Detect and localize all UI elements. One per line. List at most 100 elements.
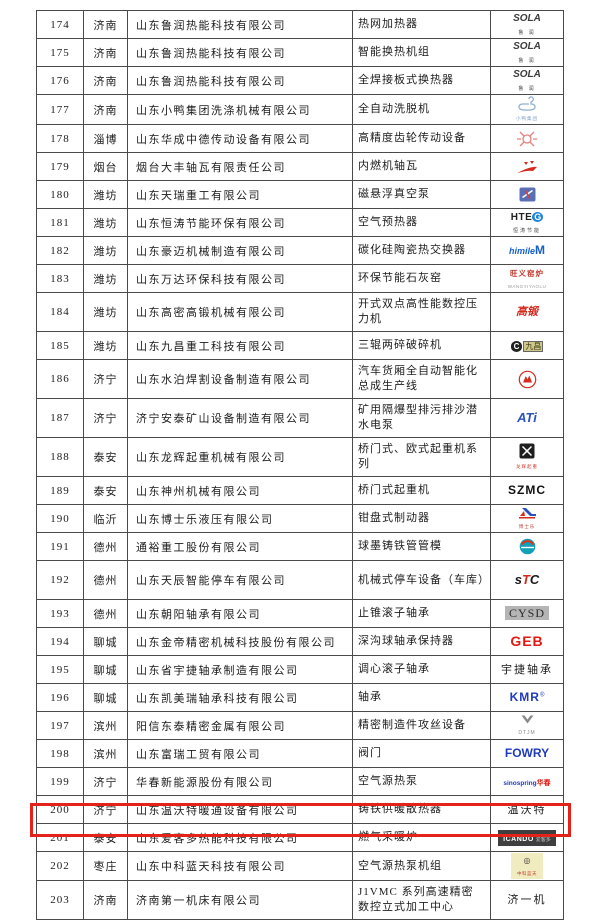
cell-brand-logo: SOLA 鲁 润 [490,38,564,67]
cell-brand-logo: ICANDO 爱客多 [490,823,564,853]
cell-number: 191 [36,532,84,562]
cell-city: 淄博 [83,124,128,154]
table-row: 190 临沂 山东博士乐液压有限公司 钳盘式制动器 博士乐 [36,504,564,534]
table-row: 192 德州 山东天辰智能停车有限公司 机械式停车设备（车库） sTC [36,560,564,601]
brand-logo: 旺义窑炉 WANGYIYAOLU [508,267,547,291]
brand-logo: CYSD [504,606,549,620]
table-row: 199 济宁 华春新能源股份有限公司 空气源热泵 sinospring华春 [36,767,564,797]
brand-logo-text: WANGYIYAOLU [507,283,547,289]
cell-product-name: 三辊两碎破碎机 [352,331,491,361]
brand-logo-text: 博士乐 [518,523,536,529]
cell-number: 194 [36,627,84,657]
table-row: 203 济南 济南第一机床有限公司 J1VMC 系列高速精密数控立式加工中心 济一机 [36,880,564,920]
cell-city: 济宁 [83,767,128,797]
brand-logo-text: 旺义窑炉 [509,268,544,278]
cell-product-name: 钳盘式制动器 [352,504,491,534]
brand-logo-text-line: 温沃特 [508,804,547,816]
brand-logo-text: FOWRY [504,746,550,760]
brand-logo-text-line: ATi [517,410,537,425]
table-row: 183 潍坊 山东万达环保科技有限公司 环保节能石灰窑 旺义窑炉 WANGYIYAOLU [36,264,564,294]
brand-logo-text: 高锻 [516,306,538,319]
brand-logo-text: CYSD [504,606,549,620]
cell-city: 烟台 [83,152,128,182]
brand-logo-text: 华春 [536,778,551,787]
cell-city: 临沂 [83,504,128,534]
cell-company-name: 山东朝阳轴承有限公司 [127,599,353,629]
cell-product-name: 桥门式起重机 [352,476,491,506]
table-row: 196 聊城 山东凯美瑞轴承科技有限公司 轴承 KMR® [36,683,564,713]
brand-logo [518,370,537,389]
cell-brand-logo: DTJM [490,711,564,741]
brand-logo-text: 温沃特 [507,803,547,816]
cell-product-name: 铸铁供暖散热器 [352,795,491,825]
cell-product-name: 空气源热泵机组 [352,851,491,882]
cell-company-name: 山东天瑞重工有限公司 [127,180,353,210]
cell-product-name: 空气源热泵 [352,767,491,797]
table-row: 180 潍坊 山东天瑞重工有限公司 磁悬浮真空泵 [36,180,564,210]
brand-logo-text: DTJM [518,730,536,737]
cell-city: 济南 [83,66,128,95]
table-row: 194 聊城 山东金帝精密机械科技股份有限公司 深沟球轴承保持器 GEB [36,627,564,657]
brand-logo-text-line: KMR® [510,690,545,704]
cell-number: 202 [36,851,84,882]
cell-brand-logo: ATi [490,398,564,439]
cell-number: 179 [36,152,84,182]
cell-brand-logo: SOLA 鲁 润 [490,10,564,39]
cell-brand-logo: 龙辉起重 [490,437,564,478]
cell-brand-logo: CYSD [490,599,564,629]
cell-brand-logo: himileM [490,236,564,266]
cell-product-name: 燃气采暖炉 [352,823,491,853]
brand-logo: sinospring华春 [503,776,550,788]
brand-logo-text: SOLA [513,69,541,81]
scanned-catalog-page: 174 济南 山东鲁润热能科技有限公司 热网加热器 SOLA 鲁 润 175 济南 山东鲁润热能… [0,10,600,920]
brand-logo-text-line: sinospring华春 [503,776,550,788]
cell-company-name: 山东小鸭集团洗涤机械有限公司 [127,93,353,126]
brand-logo-text: ® [539,692,545,699]
brand-logo-text-line: DTJM [518,725,535,737]
brand-logo: SOLA 鲁 润 [513,40,541,64]
brand-logo-text-line: SOLA [513,12,541,24]
cell-brand-logo: 高锻 [490,292,564,333]
cell-city: 潍坊 [83,208,128,238]
cell-brand-logo: 济一机 [490,880,564,920]
cell-number: 192 [36,560,84,601]
cell-city: 滨州 [83,711,128,741]
cell-product-name: 深沟球轴承保持器 [352,627,491,657]
brand-logo: ATi [517,410,537,425]
cell-company-name: 山东鲁润热能科技有限公司 [127,38,353,67]
brand-logo-text-line: 旺义窑炉 [508,267,547,279]
cell-product-name: 环保节能石灰窑 [352,264,491,294]
cell-number: 185 [36,331,84,361]
table-row: 195 聊城 山东省宇捷轴承制造有限公司 调心滚子轴承 宇捷轴承 [36,655,564,685]
boshile-swoosh-icon [516,506,538,518]
brand-logo-text: 小鸭集团 [516,116,538,121]
cell-number: 175 [36,38,84,67]
tongyu-globe-icon [519,538,536,555]
cell-product-name: 调心滚子轴承 [352,655,491,685]
company-catalog-table: 174 济南 山东鲁润热能科技有限公司 热网加热器 SOLA 鲁 润 175 济南 山东鲁润热能… [36,10,564,920]
cell-city: 泰安 [83,476,128,506]
cell-city: 潍坊 [83,180,128,210]
table-row: 186 济宁 山东水泊焊割设备制造有限公司 汽车货厢全自动智能化总成生产线 [36,359,564,400]
brand-logo-text-line: 博士乐 [516,519,538,531]
brand-logo-text: 鲁 润 [518,86,536,92]
brand-logo: 高锻 [516,306,538,318]
brand-logo-text: 恒涛节能 [512,228,541,234]
cell-brand-logo: FOWRY [490,739,564,769]
brand-logo-text: 中科蓝天 [517,871,537,877]
table-row: 187 济宁 济宁安泰矿山设备制造有限公司 矿用隔爆型排污排沙潜水电泵 ATi [36,398,564,439]
duck-icon [515,96,539,111]
brand-logo-text-line: WANGYIYAOLU [508,279,547,291]
cell-city: 滨州 [83,739,128,769]
blue-square-icon [519,187,536,202]
cell-city: 济宁 [83,359,128,400]
brand-logo: ◎ 中科蓝天 [511,853,543,880]
cell-number: 176 [36,66,84,95]
cell-company-name: 烟台大丰轴瓦有限责任公司 [127,152,353,182]
cell-brand-logo [490,532,564,562]
brand-logo-text: ◎ [523,856,531,866]
cell-company-name: 山东华成中德传动设备有限公司 [127,124,353,154]
brand-logo-text-line: HTE G [511,211,544,223]
cell-company-name: 山东九昌重工科技有限公司 [127,331,353,361]
brand-logo: C 九昌 [510,340,544,352]
